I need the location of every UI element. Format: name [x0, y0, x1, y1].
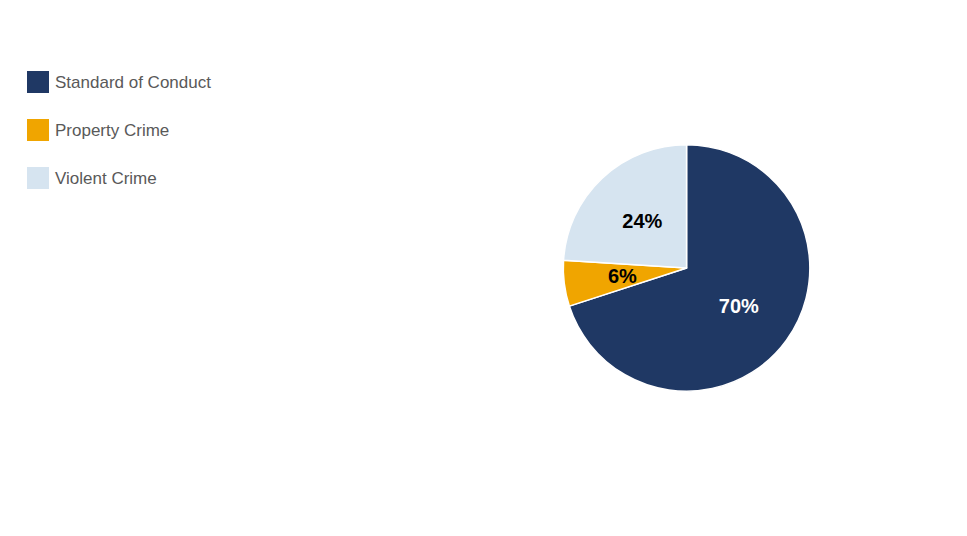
svg-text:Violent Crime: Violent Crime — [55, 169, 157, 188]
svg-text:70%: 70% — [719, 295, 759, 317]
svg-text:24%: 24% — [622, 210, 662, 232]
svg-text:Standard of Conduct: Standard of Conduct — [55, 73, 211, 92]
svg-text:Property Crime: Property Crime — [55, 121, 169, 140]
svg-text:6%: 6% — [608, 265, 637, 287]
